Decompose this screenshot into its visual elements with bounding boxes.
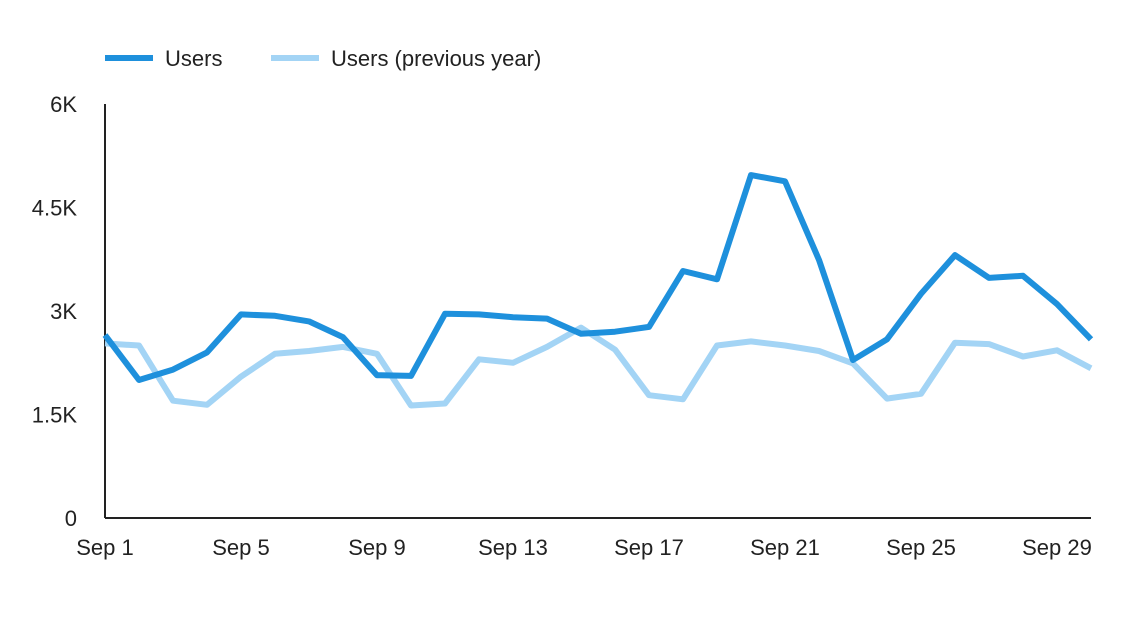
y-tick-label: 0 [65,506,77,531]
y-tick-label: 3K [50,299,77,324]
y-tick-label: 4.5K [32,196,78,221]
x-tick-label: Sep 29 [1022,535,1092,560]
series-line-users-previous-year [104,324,1093,409]
x-tick-label: Sep 21 [750,535,820,560]
x-tick-label: Sep 9 [348,535,406,560]
axes: 0 1.5K 3K 4.5K 6K Sep 1 Sep 5 Sep 9 Sep 13 Sep 17… [32,92,1092,560]
y-tick-label: 6K [50,92,77,117]
x-tick-label: Sep 17 [614,535,684,560]
x-tick-label: Sep 1 [76,535,134,560]
series-layer [102,172,1094,409]
legend: Users Users (previous year) [105,46,541,71]
series-line-users [102,172,1094,383]
x-tick-label: Sep 13 [478,535,548,560]
legend-label-users: Users [165,46,222,71]
x-tick-label: Sep 25 [886,535,956,560]
x-tick-label: Sep 5 [212,535,270,560]
y-tick-label: 1.5K [32,403,78,428]
legend-label-users-previous-year: Users (previous year) [331,46,541,71]
